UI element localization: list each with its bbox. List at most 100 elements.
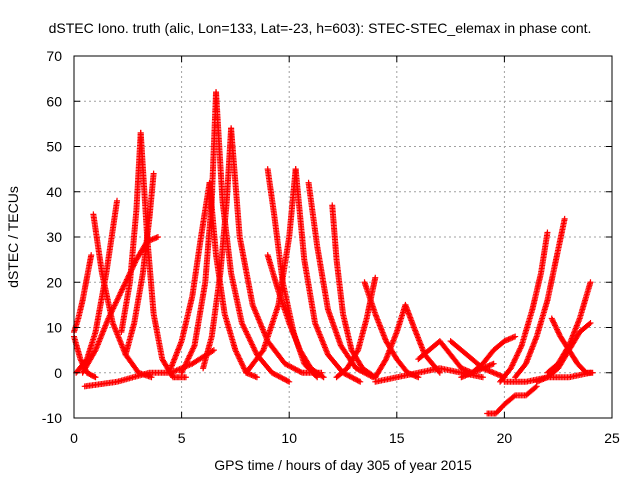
data-point [554,326,561,333]
data-point [286,378,293,385]
data-point [148,374,155,381]
data-point [347,373,354,380]
data-point [92,374,99,381]
grid-layer [74,56,612,418]
data-point [319,373,326,380]
data-point [295,367,302,374]
data-point [490,360,497,367]
data-point [512,333,519,340]
data-point [354,365,361,372]
data-series-arc [292,166,364,385]
axis-ticks: 0 5 10 15 20 25 -10 0 10 20 30 40 50 60 70 [42,48,620,446]
data-point [209,347,216,354]
data-series-arc [243,166,299,376]
y-tick-label: 30 [46,229,62,245]
data-series-arc [79,234,161,376]
data-point [589,369,596,376]
data-point [287,363,294,370]
data-series-arc [71,252,95,336]
data-point [555,329,562,336]
data-point [355,366,362,373]
data-point [565,343,572,350]
data-point [372,274,379,281]
data-point [320,374,327,381]
data-series-arc [264,252,327,381]
data-series-arc [458,333,519,381]
data-point [282,376,289,383]
data-point [288,364,295,371]
data-point [561,215,568,222]
data-point [297,369,304,376]
data-point [586,320,593,327]
y-tick-label: 10 [46,320,62,336]
data-point [114,197,121,204]
y-axis-label: dSTEC / TECUs [5,186,21,288]
data-series-arc [497,229,551,385]
data-point [268,369,275,376]
data-point [355,378,362,385]
data-series-arc [329,202,379,381]
data-point [382,357,389,364]
data-point [510,393,517,400]
chart-title: dSTEC Iono. truth (alic, Lon=133, Lat=-2… [49,20,592,36]
y-tick-label: 0 [54,365,62,381]
y-tick-label: 20 [46,274,62,290]
data-point [354,377,361,384]
data-point [553,325,560,332]
data-point [587,279,594,286]
y-tick-label: 70 [46,48,62,64]
x-tick-label: 20 [497,430,513,446]
data-series-arc [73,197,121,376]
data-point [354,348,361,355]
x-tick-label: 0 [70,430,78,446]
data-series-arc [544,279,594,376]
y-tick-label: 50 [46,139,62,155]
data-point [292,366,299,373]
data-point [352,365,359,372]
data-point [345,372,352,379]
data-point [154,234,161,240]
data-point [276,373,283,380]
data-point [289,364,296,371]
data-point [253,374,260,381]
data-point [91,373,98,380]
data-series-arc [200,125,235,372]
data-point [274,372,281,379]
data-point [346,373,353,380]
data-point [210,347,217,354]
x-tick-label: 15 [389,430,405,446]
data-series-arc [484,383,540,417]
data-point [285,362,292,369]
data-series-arc [333,274,379,381]
data-point [351,376,358,383]
y-tick-label: 60 [46,93,62,109]
data-point [551,321,558,328]
data-point [587,319,594,326]
data-point [284,378,291,385]
data-point [91,348,98,355]
data-series-arc [122,170,157,358]
data-point [552,322,559,329]
data-point [296,368,303,375]
data-point [556,330,563,337]
data-point [283,377,290,384]
data-point [270,370,277,377]
data-point [552,323,559,330]
x-tick-label: 10 [281,430,297,446]
data-point [281,360,288,367]
data-point [77,356,84,363]
data-point [532,384,539,391]
data-point [275,373,282,380]
data-point [350,375,357,382]
data-point [343,371,350,378]
data-point [479,374,486,381]
data-point [548,315,555,322]
data-point [182,374,189,381]
data-point [278,374,285,381]
x-tick-label: 5 [178,430,186,446]
x-tick-label: 25 [604,430,620,446]
data-point [550,318,557,325]
data-point [88,252,95,259]
data-point [544,229,551,236]
